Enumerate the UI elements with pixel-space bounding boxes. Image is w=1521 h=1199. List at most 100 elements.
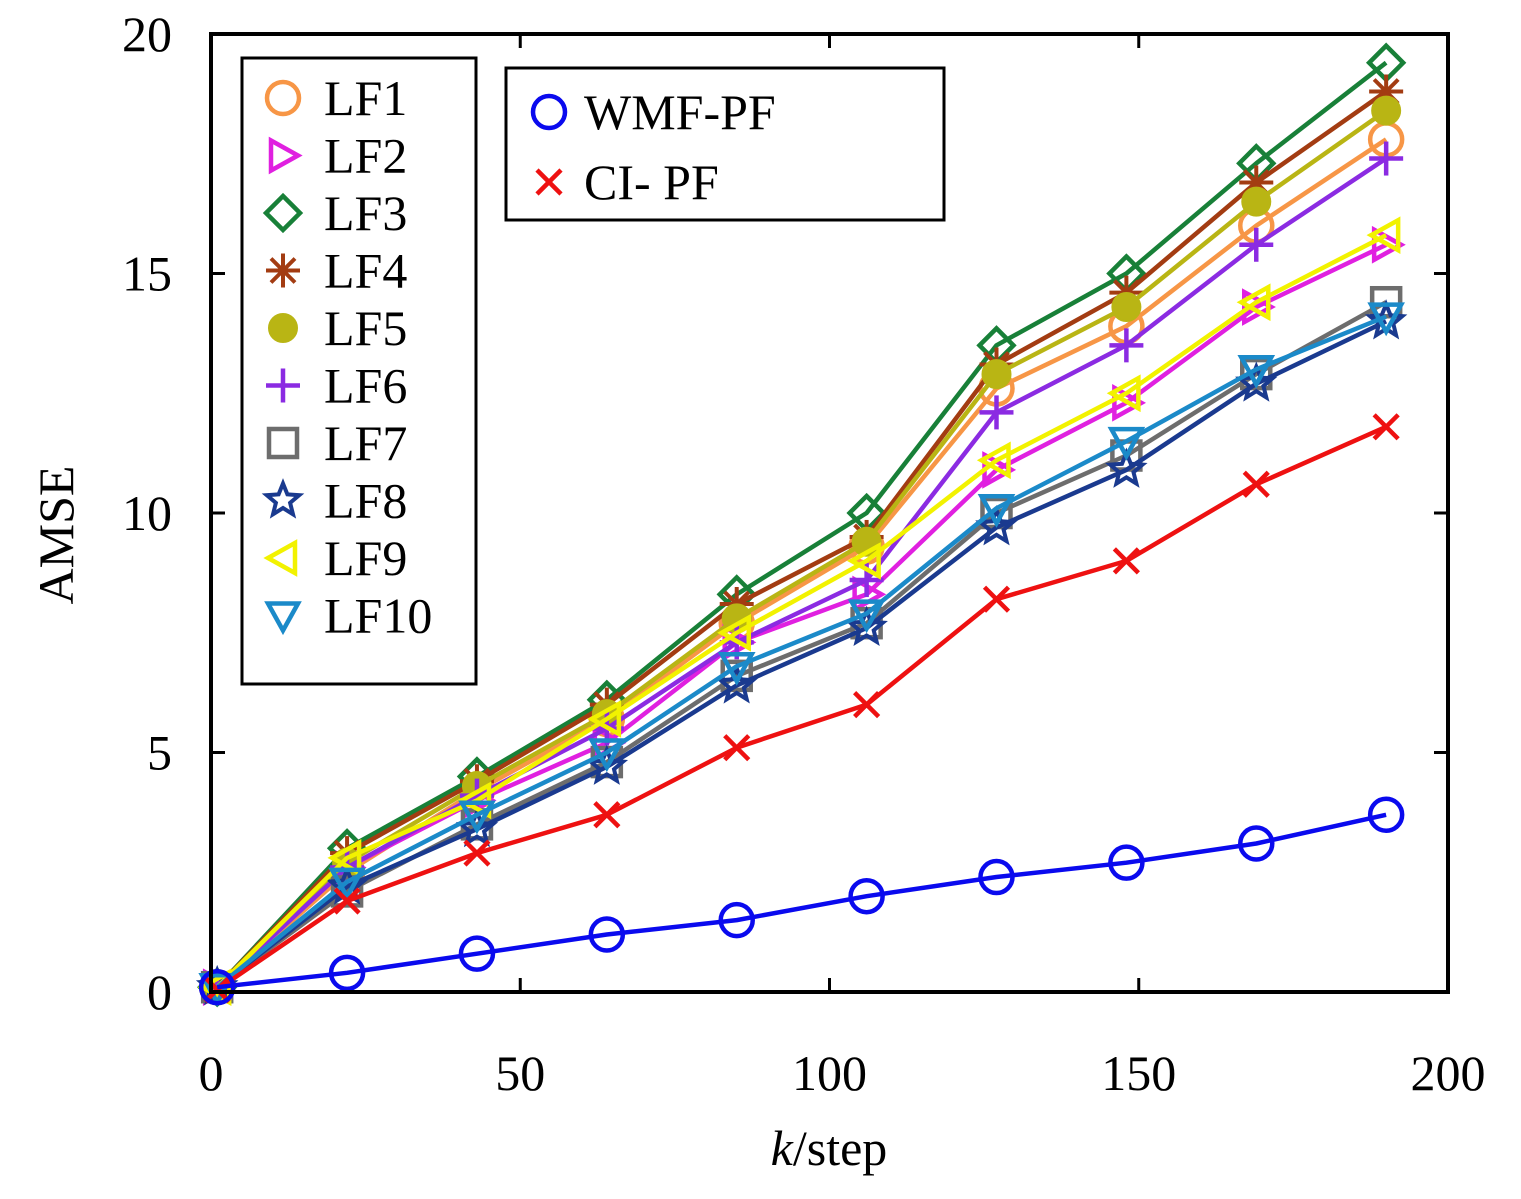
data-point-lf7-9 [1369, 285, 1403, 319]
data-point-wmf-pf-8 [1238, 825, 1275, 862]
series-line-lf5 [215, 108, 1388, 989]
legend-entry-lf4: LF4 [266, 243, 407, 299]
data-point-lf9-9 [1366, 216, 1401, 255]
data-point-wmf-pf-3 [588, 916, 626, 953]
legend-entry-lf1: LF1 [264, 70, 407, 126]
legend-label-lf5: LF5 [324, 300, 407, 356]
data-point-lf6-6 [979, 395, 1014, 430]
data-point-wmf-pf-2 [458, 935, 496, 972]
data-point-ci-pf-1 [333, 887, 361, 915]
series-line-lf8 [215, 319, 1388, 989]
legend-entry-lf10: LF10 [264, 588, 432, 644]
series-line-ci-pf [215, 424, 1388, 992]
legend-right-box [504, 66, 946, 222]
data-point-wmf-pf-6 [978, 858, 1015, 896]
data-point-lf9-3 [587, 700, 622, 738]
data-point-lf10-4 [717, 652, 756, 686]
data-point-wmf-pf-5 [848, 877, 885, 915]
data-point-wmf-pf-1 [328, 954, 366, 992]
data-point-ci-pf-7 [1112, 547, 1140, 575]
plot-layer [195, 42, 1408, 1008]
data-point-ci-pf-4 [723, 734, 751, 762]
y-axis-label: AMSE [28, 466, 84, 605]
legend-right: WMF-PF CI- PF [504, 66, 946, 222]
legend-entry-lf2: LF2 [268, 128, 407, 184]
legend-label-lf10: LF10 [324, 588, 432, 644]
data-point-lf5-9 [1371, 95, 1402, 126]
y-tick-label-1: 5 [147, 725, 172, 781]
data-point-lf5-8 [1241, 186, 1272, 217]
x-tick-label-3: 150 [1101, 1045, 1176, 1101]
data-point-lf10-2 [458, 800, 496, 835]
data-point-wmf-pf-0 [198, 968, 236, 1006]
legend-entry-lf5: LF5 [268, 300, 407, 356]
legend-entry-lf7: LF7 [266, 415, 407, 471]
legend-label-lf7: LF7 [324, 415, 407, 471]
data-point-lf9-7 [1106, 374, 1141, 413]
y-tick-label-3: 15 [122, 246, 172, 302]
legend-label-lf8: LF8 [324, 473, 407, 529]
x-tick-label-2: 100 [792, 1045, 867, 1101]
series-lf9 [197, 216, 1401, 1007]
data-point-lf10-9 [1367, 302, 1405, 337]
data-point-wmf-pf-4 [718, 901, 755, 939]
x-tick-label-4: 200 [1411, 1045, 1486, 1101]
data-point-lf6-9 [1369, 141, 1404, 176]
data-point-lf6-8 [1239, 227, 1274, 262]
series-wmf-pf [198, 796, 1405, 1006]
data-point-ci-pf-9 [1372, 413, 1400, 441]
data-point-ci-pf-6 [982, 585, 1011, 613]
x-axis-label-variable: k [771, 1120, 794, 1176]
legend-marker-wmf-pf [530, 93, 568, 131]
data-point-lf9-5 [846, 542, 881, 580]
legend-label-lf9: LF9 [324, 530, 407, 586]
x-axis-label-unit: /step [793, 1120, 887, 1176]
data-point-lf2-9 [1371, 225, 1406, 264]
data-point-lf9-2 [457, 781, 492, 820]
legend-marker-lf1 [264, 79, 302, 117]
y-tick-label-2: 10 [122, 485, 172, 541]
data-point-lf10-6 [977, 493, 1016, 528]
series-line-wmf-pf [216, 812, 1387, 990]
data-point-ci-pf-2 [463, 839, 491, 867]
x-tick-label-0: 0 [199, 1045, 224, 1101]
series-line-lf4 [215, 89, 1388, 989]
legend-label-ci-pf: CI- PF [584, 154, 719, 210]
data-point-lf10-7 [1107, 426, 1146, 461]
legend-marker-lf4 [266, 253, 300, 288]
legend-marker-lf7 [266, 426, 300, 460]
data-point-lf8-6 [975, 505, 1018, 546]
series-line-lf10 [215, 314, 1387, 989]
series-line-lf3 [215, 60, 1388, 989]
data-point-lf5-6 [981, 359, 1012, 390]
series-line-lf9 [215, 233, 1388, 989]
legend-marker-lf8 [261, 478, 305, 519]
legend-marker-lf3 [262, 192, 304, 234]
legend-marker-lf10 [264, 601, 302, 636]
data-point-lf9-6 [976, 441, 1011, 480]
legend-entry-wmf-pf: WMF-PF [530, 84, 776, 140]
data-point-wmf-pf-9 [1367, 796, 1405, 834]
legend-label-lf3: LF3 [324, 185, 407, 241]
data-point-ci-pf-3 [593, 801, 621, 829]
legend-entry-lf3: LF3 [262, 185, 407, 241]
axis-ticks: 0 50 100 150 200 0 5 10 15 20 [122, 6, 1486, 1101]
legend-marker-lf5 [268, 313, 298, 343]
data-point-lf9-8 [1236, 283, 1271, 322]
legend-label-lf2: LF2 [324, 128, 407, 184]
x-axis-label: k/step [771, 1120, 888, 1176]
data-point-lf2-7 [1112, 384, 1147, 422]
legend-marker-lf9 [263, 539, 298, 577]
data-point-lf8-4 [715, 663, 758, 704]
legend-label-wmf-pf: WMF-PF [584, 84, 776, 140]
legend-entry-lf8: LF8 [261, 473, 407, 529]
data-point-lf9-1 [327, 839, 362, 877]
legend-marker-lf2 [268, 136, 303, 175]
data-point-lf10-8 [1237, 355, 1276, 389]
legend-marker-lf6 [266, 368, 300, 403]
data-point-lf10-5 [847, 599, 886, 634]
legend-label-lf4: LF4 [324, 243, 407, 299]
data-point-lf6-7 [1109, 328, 1144, 363]
